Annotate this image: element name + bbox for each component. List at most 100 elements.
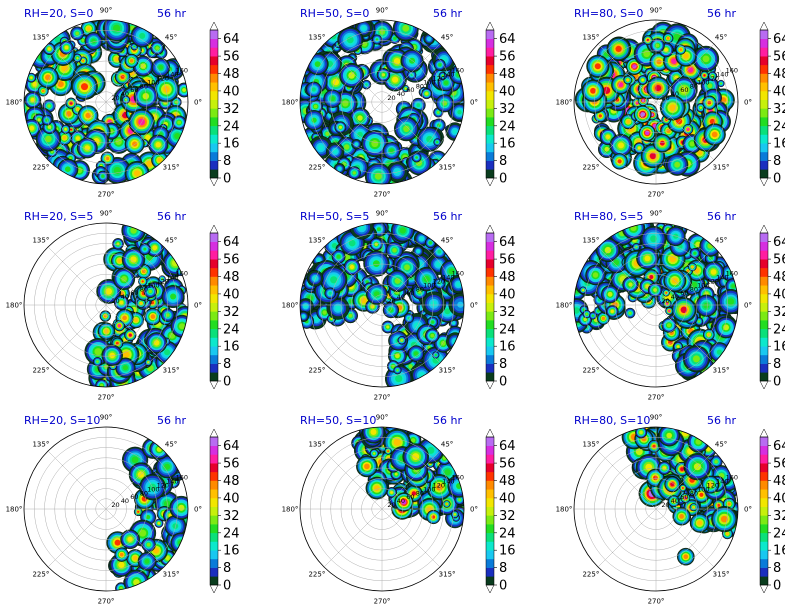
precip-cell — [664, 48, 668, 52]
precip-cell — [75, 31, 79, 36]
colorbar-extend-min — [485, 177, 495, 187]
precip-cell — [711, 131, 718, 138]
precip-cell — [81, 83, 88, 91]
colorbar-segment — [486, 117, 494, 127]
angular-tick-label: 45° — [715, 33, 727, 41]
angular-tick-label: 0° — [470, 99, 478, 107]
precip-cell — [133, 318, 138, 323]
radial-tick-label: 40 — [671, 90, 679, 98]
precip-cell — [604, 146, 610, 152]
colorbar-segment — [760, 90, 768, 100]
radial-tick-label: 60 — [680, 86, 688, 94]
precip-cell — [679, 48, 683, 51]
angular-tick-label: 135° — [308, 33, 325, 41]
precip-cell — [113, 166, 121, 175]
precip-cell — [114, 56, 120, 62]
precip-cell — [125, 98, 127, 101]
colorbar-segment — [210, 56, 218, 66]
precip-cell — [57, 81, 64, 88]
precip-cell — [85, 112, 91, 119]
precip-cell — [427, 37, 431, 41]
colorbar-tick-label: 56 — [499, 50, 516, 65]
radial-tick-label: 60 — [406, 86, 414, 94]
precip-cell — [393, 58, 401, 65]
precip-cell — [348, 72, 355, 79]
precipitation-field — [24, 20, 188, 184]
colorbar-segment — [486, 134, 494, 144]
precip-cell — [438, 63, 442, 67]
angular-tick-label: 315° — [713, 164, 730, 172]
colorbar-tick-label: 16 — [223, 137, 240, 152]
colorbar-tick-label: 56 — [223, 50, 240, 65]
colorbar-segment — [760, 134, 768, 144]
colorbar-segment — [486, 99, 494, 109]
colorbar-tick-label: 56 — [773, 50, 785, 65]
precip-cell — [140, 63, 146, 69]
colorbar-segment — [210, 108, 218, 118]
angular-tick-label: 225° — [582, 164, 599, 172]
colorbar-segment — [210, 90, 218, 100]
colorbar-tick-label: 8 — [773, 154, 781, 169]
angular-tick-label: 180° — [556, 99, 573, 107]
precip-cell — [626, 78, 629, 82]
angular-tick-label: 0° — [194, 99, 202, 107]
colorbar-tick-label: 32 — [223, 102, 240, 117]
colorbar-segment — [210, 169, 218, 179]
precip-cell — [29, 125, 35, 131]
precip-cell — [361, 26, 367, 31]
panels-layer: RH=20, S=0 56 hr0°45°90°135°180°225°270°3… — [6, 7, 785, 606]
colorbar-segment — [210, 30, 218, 40]
colorbar-tick-label: 40 — [773, 84, 785, 99]
polar-panel: RH=80, S=0 56 hr0°45°90°135°180°225°270°3… — [556, 7, 785, 199]
precip-cell — [129, 59, 134, 63]
colorbar-segment — [486, 108, 494, 118]
angular-tick-label: 315° — [439, 164, 456, 172]
precip-cell — [442, 100, 448, 106]
angular-tick-label: 45° — [441, 33, 453, 41]
colorbar-segment — [760, 30, 768, 40]
precip-cell — [355, 142, 358, 146]
colorbar-segment — [486, 64, 494, 74]
colorbar-tick-label: 32 — [499, 102, 516, 117]
polar-panel: RH=20, S=0 56 hr0°45°90°135°180°225°270°3… — [6, 7, 240, 199]
precip-cell — [133, 170, 141, 177]
colorbar-segment — [486, 143, 494, 153]
colorbar-segment — [210, 82, 218, 92]
precip-cell — [101, 174, 105, 178]
colorbar-tick-label: 64 — [499, 32, 516, 47]
radial-tick-label: 160 — [176, 67, 188, 75]
precip-cell — [182, 88, 187, 92]
colorbar-segment — [486, 90, 494, 100]
precip-cell — [30, 97, 35, 103]
colorbar-segment — [486, 82, 494, 92]
precip-cell — [157, 157, 162, 163]
radial-tick-label: 160 — [452, 67, 464, 75]
colorbar-segment — [210, 125, 218, 135]
precip-cell — [62, 135, 67, 140]
colorbar-tick-label: 16 — [499, 137, 516, 152]
precip-cell — [615, 45, 622, 53]
colorbar-segment — [760, 151, 768, 161]
colorbar-segment — [210, 160, 218, 170]
colorbar-extend-max — [485, 21, 495, 31]
precip-cell — [393, 37, 397, 40]
precip-cell — [91, 38, 96, 44]
precip-cell — [158, 65, 164, 70]
precip-cell — [702, 55, 710, 63]
precip-cell — [687, 67, 694, 73]
colorbar-segment — [486, 160, 494, 170]
colorbar-segment — [760, 56, 768, 66]
precip-cell — [150, 314, 156, 319]
angular-tick-label: 90° — [100, 7, 112, 15]
colorbar-tick-label: 8 — [223, 154, 231, 169]
precip-cell — [656, 59, 662, 65]
angular-tick-label: 0° — [744, 99, 752, 107]
panel-time-label: 56 hr — [433, 7, 462, 20]
colorbar-segment — [760, 108, 768, 118]
colorbar-tick-label: 32 — [773, 102, 785, 117]
colorbar-segment — [210, 117, 218, 127]
precip-cell — [641, 78, 644, 82]
precip-cell — [344, 144, 350, 150]
colorbar-extend-min — [759, 177, 769, 187]
